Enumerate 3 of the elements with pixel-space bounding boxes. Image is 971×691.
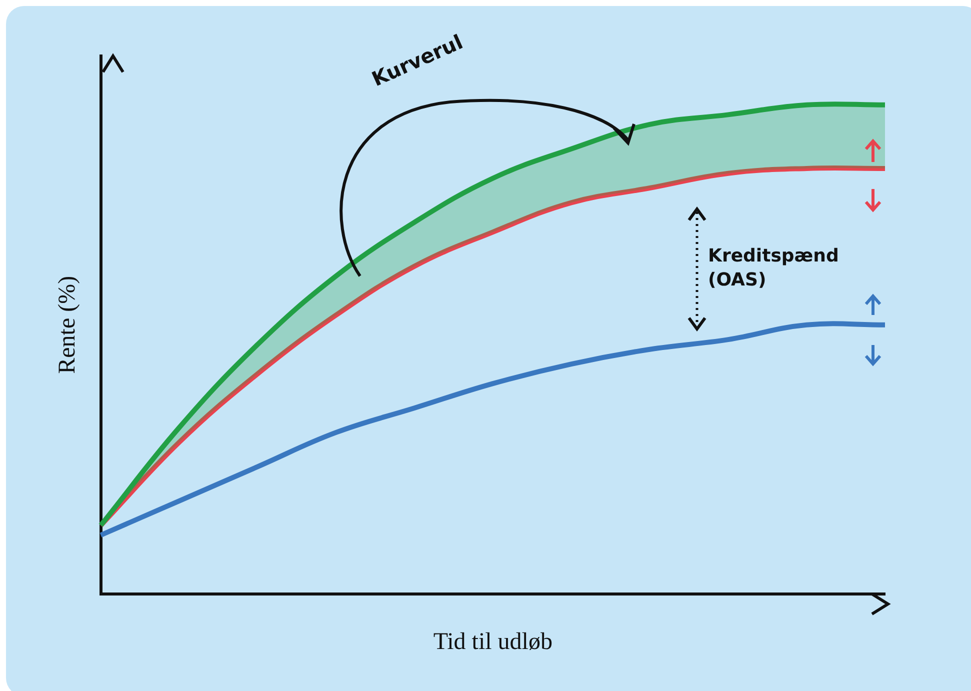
annotation: Kreditspænd (OAS) [708, 246, 839, 291]
x-axis-title: Tid til udløb [433, 628, 552, 655]
y-axis-title: Rente (%) [54, 276, 81, 374]
